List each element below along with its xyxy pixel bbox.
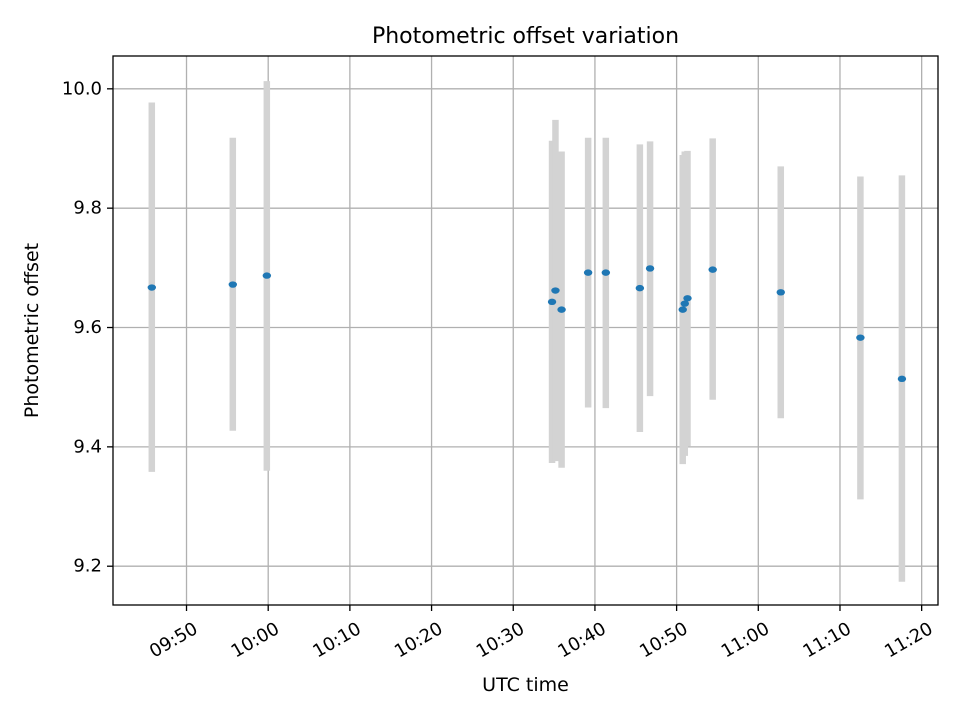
data-point [635,284,645,292]
y-axis-ticks: 9.2 9.4 9.6 9.8 10.0 [62,78,113,577]
data-point [856,334,865,341]
data-point [897,375,907,383]
y-tick-label: 9.4 [73,436,102,457]
y-tick-label: 9.2 [73,556,102,577]
data-point [776,289,785,296]
data-point [680,300,689,307]
data-point [262,272,272,279]
data-point [601,269,611,276]
data-point [645,265,655,272]
data-point [583,269,593,276]
data-point [228,281,238,288]
x-axis-label: UTC time [482,674,569,696]
data-point [708,266,717,273]
data-points [147,265,907,383]
data-point [557,306,566,313]
data-point [683,295,692,302]
chart-title: Photometric offset variation [372,24,679,49]
grid [113,56,938,605]
data-point [547,298,557,306]
data-point [551,287,560,294]
y-tick-label: 9.8 [73,198,102,219]
y-axis-label: Photometric offset [21,243,43,418]
plot-frame [112,55,939,606]
data-point [678,306,687,313]
data-point [147,284,156,291]
y-tick-label: 9.6 [73,317,102,338]
y-tick-label: 10.0 [62,78,102,99]
